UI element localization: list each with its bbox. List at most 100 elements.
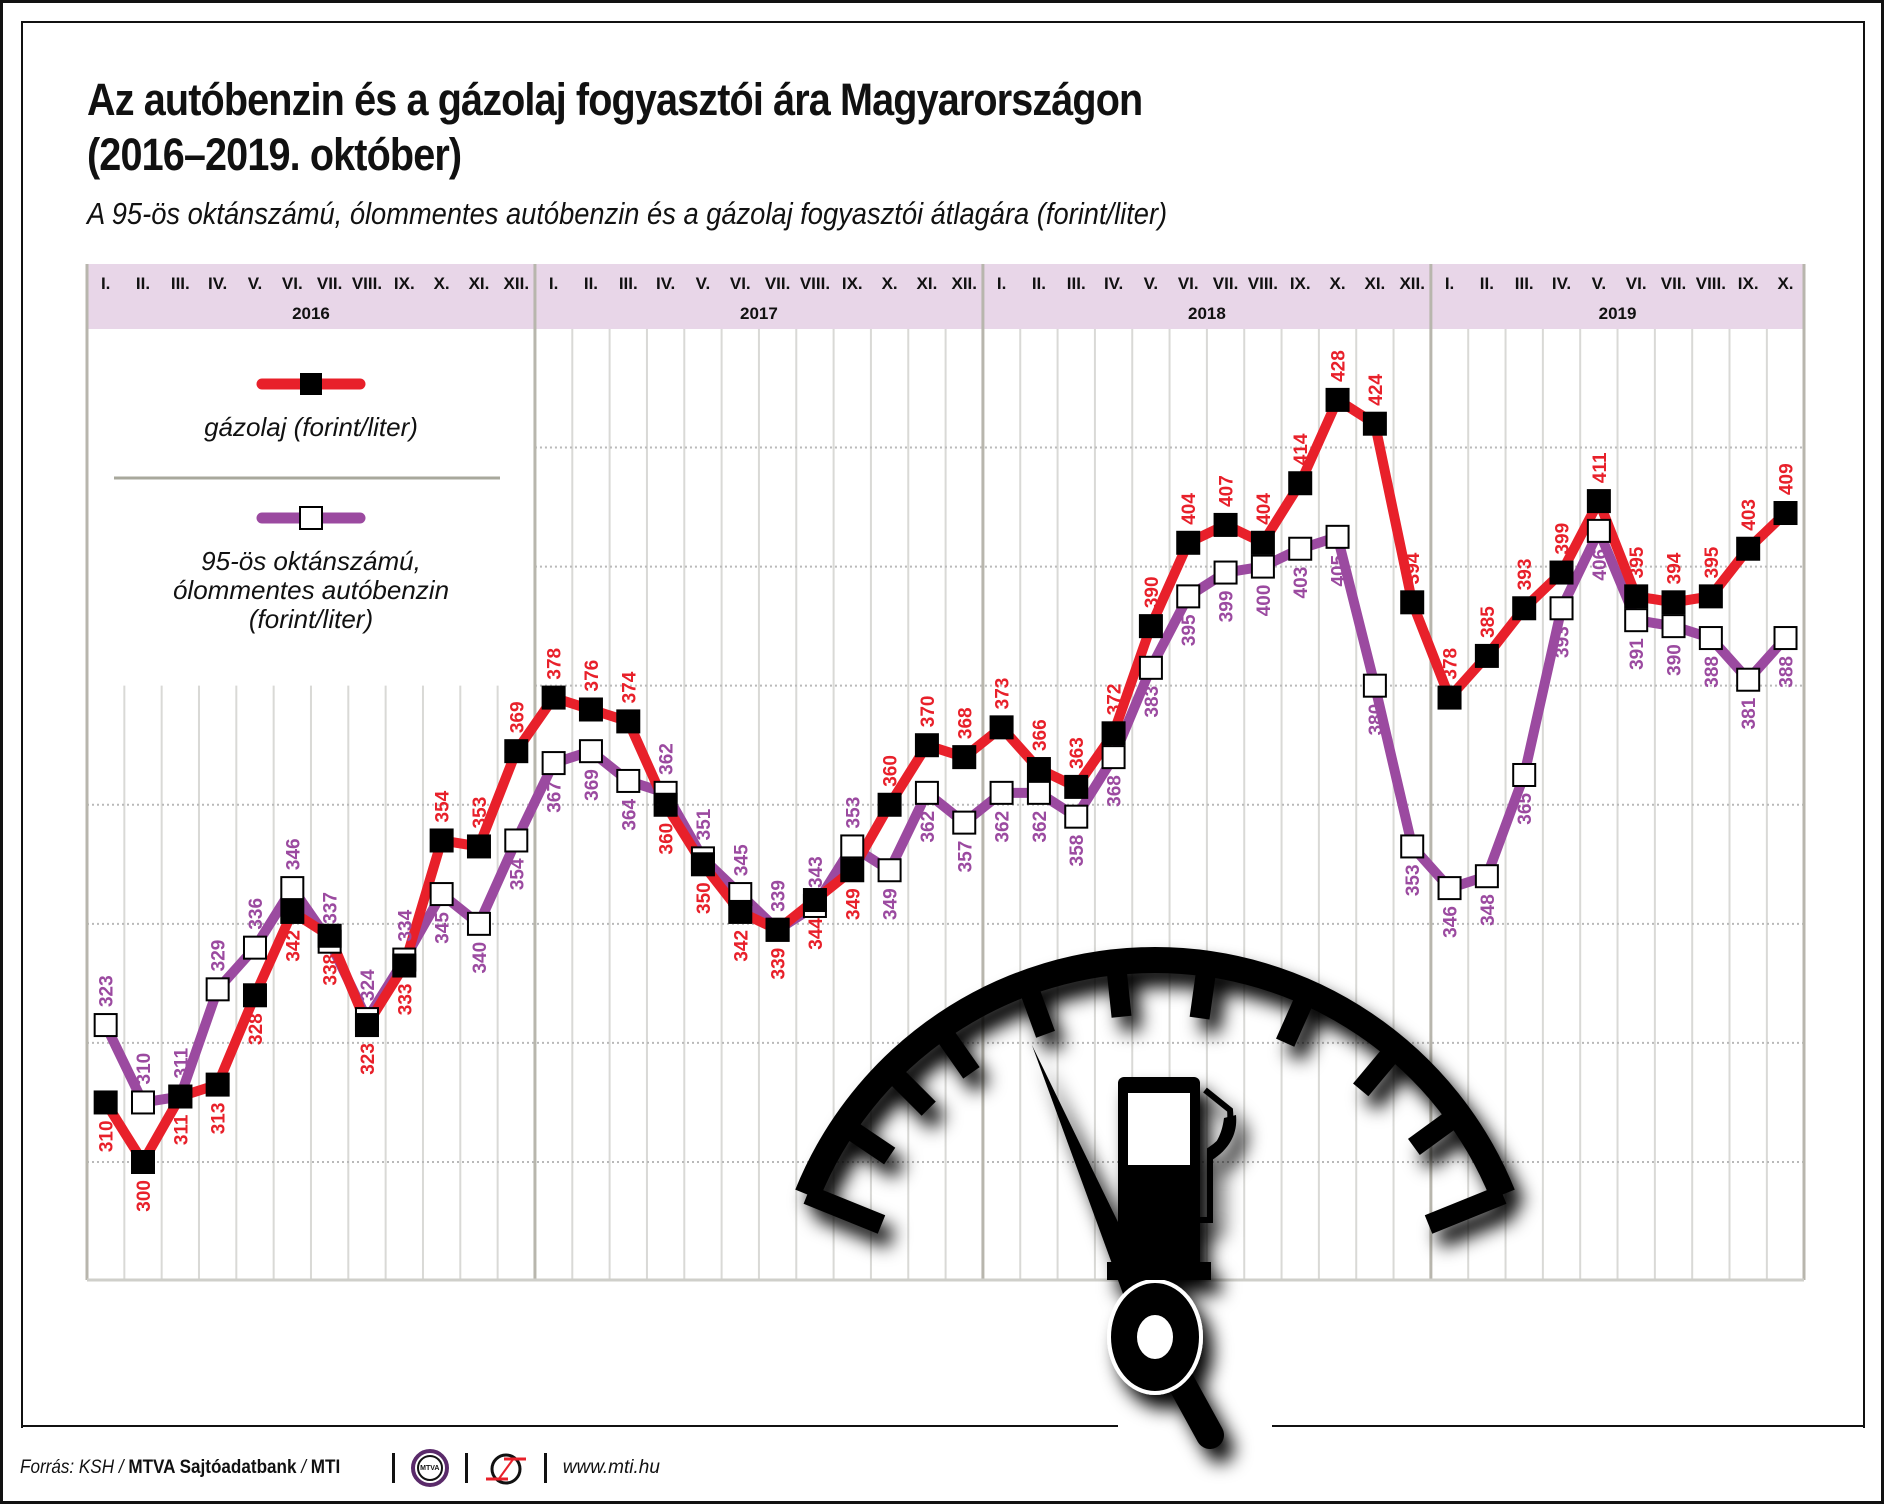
diesel-value-label: 360 xyxy=(881,755,902,787)
diesel-marker xyxy=(1437,685,1462,710)
year-label: 2016 xyxy=(292,304,330,323)
fuel-pump-icon xyxy=(1107,1077,1237,1280)
footer-separator xyxy=(543,1453,547,1483)
diesel-line xyxy=(101,394,1789,1167)
gauge-tick xyxy=(1189,962,1218,1020)
month-label: X. xyxy=(1330,274,1346,293)
diesel-marker xyxy=(653,792,678,817)
diesel-marker xyxy=(168,1084,193,1109)
petrol-marker xyxy=(1362,673,1387,698)
diesel-value-label: 395 xyxy=(1627,546,1648,578)
gauge-hub-hole xyxy=(1137,1315,1173,1359)
month-label: IX. xyxy=(394,274,415,293)
legend-petrol-label: ólommentes autóbenzin xyxy=(173,575,449,605)
petrol-marker xyxy=(205,977,230,1002)
diesel-value-label: 409 xyxy=(1777,463,1798,495)
month-label: I. xyxy=(549,274,558,293)
diesel-marker xyxy=(1138,614,1163,639)
legend-petrol-label: 95-ös oktánszámú, xyxy=(201,546,421,576)
diesel-marker xyxy=(317,923,342,948)
petrol-marker xyxy=(952,810,977,835)
month-label: II. xyxy=(1480,274,1494,293)
legend-diesel-label: gázolaj (forint/liter) xyxy=(204,412,418,442)
petrol-marker xyxy=(1400,834,1425,859)
diesel-value-label: 404 xyxy=(1254,493,1275,525)
month-label: VIII. xyxy=(800,274,830,293)
petrol-value-label: 381 xyxy=(1739,697,1760,729)
petrol-value-label: 324 xyxy=(358,969,379,1001)
legend-petrol-marker-icon xyxy=(299,506,323,530)
petrol-value-label: 406 xyxy=(1590,549,1611,581)
petrol-marker xyxy=(914,780,939,805)
petrol-marker xyxy=(989,780,1014,805)
footer: Forrás: KSH / MTVA Sajtóadatbank / MTI M… xyxy=(20,1448,660,1488)
chart-subtitle: A 95-ös oktánszámú, ólommentes autóbenzi… xyxy=(87,196,1168,231)
diesel-value-label: 394 xyxy=(1403,552,1424,584)
month-label: VII. xyxy=(317,274,343,293)
petrol-value-label: 345 xyxy=(731,844,752,876)
title-line-1: Az autóbenzin és a gázolaj fogyasztói ár… xyxy=(87,74,1143,125)
month-label: IX. xyxy=(842,274,863,293)
petrol-value-label: 365 xyxy=(1515,793,1536,825)
diesel-marker xyxy=(840,858,865,883)
diesel-marker xyxy=(1362,411,1387,436)
diesel-marker xyxy=(989,715,1014,740)
diesel-marker xyxy=(616,709,641,734)
diesel-value-label: 363 xyxy=(1067,737,1088,769)
inner-frame xyxy=(21,21,1865,1428)
diesel-value-label: 366 xyxy=(1030,719,1051,751)
month-label: III. xyxy=(1515,274,1534,293)
diesel-value-label: 342 xyxy=(731,930,752,962)
diesel-marker xyxy=(1400,590,1425,615)
petrol-marker xyxy=(504,828,529,853)
diesel-marker xyxy=(1586,489,1611,514)
petrol-marker xyxy=(1288,536,1313,561)
diesel-marker xyxy=(1773,501,1798,526)
month-label: XII. xyxy=(504,274,530,293)
year-label: 2017 xyxy=(740,304,778,323)
diesel-value-label: 344 xyxy=(806,918,827,950)
petrol-marker xyxy=(1250,554,1275,579)
month-label: VII. xyxy=(765,274,791,293)
diesel-value-label: 353 xyxy=(470,797,491,829)
petrol-value-label: 393 xyxy=(1553,626,1574,658)
diesel-marker xyxy=(280,899,305,924)
petrol-marker xyxy=(1026,780,1051,805)
month-label: IX. xyxy=(1738,274,1759,293)
year-label: 2018 xyxy=(1188,304,1226,323)
diesel-value-label: 393 xyxy=(1515,559,1536,591)
diesel-value-label: 407 xyxy=(1217,475,1238,507)
gauge-tick xyxy=(838,1117,896,1165)
month-label: III. xyxy=(619,274,638,293)
petrol-value-label: 367 xyxy=(545,781,566,813)
month-label: IX. xyxy=(1290,274,1311,293)
petrol-value-label: 380 xyxy=(1366,704,1387,736)
month-label: V. xyxy=(1592,274,1607,293)
month-label: VI. xyxy=(282,274,303,293)
petrol-value-label: 362 xyxy=(993,811,1014,843)
month-label: VIII. xyxy=(1696,274,1726,293)
month-label: X. xyxy=(882,274,898,293)
gauge-arc xyxy=(795,947,1515,1200)
petrol-value-label: 343 xyxy=(806,856,827,888)
diesel-value-label: 428 xyxy=(1329,350,1350,382)
diesel-value-label: 368 xyxy=(955,707,976,739)
diesel-marker xyxy=(1176,530,1201,555)
petrol-value-label: 358 xyxy=(1067,835,1088,867)
diesel-value-label: 354 xyxy=(433,790,454,822)
diesel-value-label: 390 xyxy=(1142,576,1163,608)
month-label: III. xyxy=(171,274,190,293)
diesel-value-label: 399 xyxy=(1553,523,1574,555)
month-label: X. xyxy=(1777,274,1793,293)
petrol-value-label: 391 xyxy=(1627,638,1648,670)
petrol-marker xyxy=(541,751,566,776)
month-label: IV. xyxy=(1552,274,1571,293)
diesel-value-label: 394 xyxy=(1665,552,1686,584)
month-label: XII. xyxy=(951,274,977,293)
diesel-value-label: 374 xyxy=(619,671,640,703)
diesel-value-label: 403 xyxy=(1739,499,1760,531)
month-label: II. xyxy=(136,274,150,293)
diesel-value-label: 300 xyxy=(134,1180,155,1212)
